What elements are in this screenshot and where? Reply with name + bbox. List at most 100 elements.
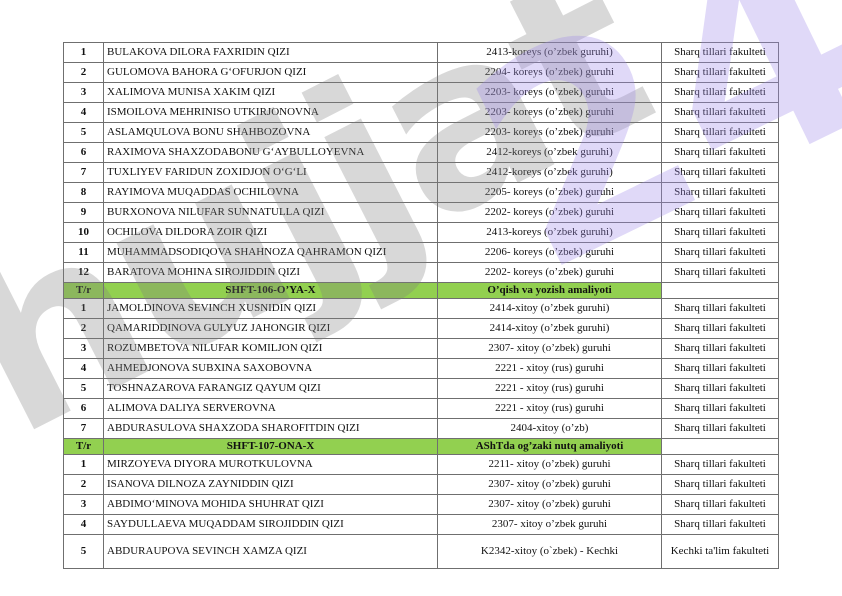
cell-student-name: RAXIMOVA SHAXZODABONU GʻAYBULLOYEVNA — [103, 142, 438, 163]
table-row: 4 SAYDULLAEVA MUQADDAM SIROJIDDIN QIZI 230… — [63, 514, 779, 535]
cell-row-number: 5 — [63, 378, 104, 399]
table-row: 10 OCHILOVA DILDORA ZOIR QIZI 2413-koreys … — [63, 222, 779, 243]
cell-faculty: Sharq tillari fakulteti — [661, 474, 779, 495]
table-row: 5 TOSHNAZAROVA FARANGIZ QAYUM QIZI 2221 - … — [63, 378, 779, 399]
cell-row-number: 8 — [63, 182, 104, 203]
cell-group-code: 2221 - xitoy (rus) guruhi — [437, 358, 662, 379]
cell-faculty: Sharq tillari fakulteti — [661, 62, 779, 83]
cell-faculty: Sharq tillari fakulteti — [661, 122, 779, 143]
cell-row-number: 10 — [63, 222, 104, 243]
cell-group-code: 2307- xitoy (o’zbek) guruhi — [437, 338, 662, 359]
cell-row-number: 5 — [63, 122, 104, 143]
cell-faculty: Sharq tillari fakulteti — [661, 358, 779, 379]
cell-group-code: 2203- koreys (o’zbek) guruhi — [437, 102, 662, 123]
cell-row-number: 3 — [63, 82, 104, 103]
cell-student-name: ROZUMBETOVA NILUFAR KOMILJON QIZI — [103, 338, 438, 359]
cell-student-name: ISANOVA DILNOZA ZAYNIDDIN QIZI — [103, 474, 438, 495]
cell-student-name: MUHAMMADSODIQOVA SHAHNOZA QAHRAMON QIZI — [103, 242, 438, 263]
cell-student-name: RAYIMOVA MUQADDAS OCHILOVNA — [103, 182, 438, 203]
table-row: 3 XALIMOVA MUNISA XAKIM QIZI 2203- koreys … — [63, 82, 779, 103]
cell-student-name: ASLAMQULOVA BONU SHAHBOZOVNA — [103, 122, 438, 143]
table-row: 1 MIRZOYEVA DIYORA MUROTKULOVNA 2211- xito… — [63, 454, 779, 475]
section-header-empty-cell — [661, 282, 779, 299]
table-row: 3 ABDIMOʻMINOVA MOHIDA SHUHRAT QIZI 2307- … — [63, 494, 779, 515]
cell-faculty: Sharq tillari fakulteti — [661, 262, 779, 283]
table-row: 11 MUHAMMADSODIQOVA SHAHNOZA QAHRAMON QIZ… — [63, 242, 779, 263]
section-header-subject: AShTda og’zaki nutq amaliyoti — [437, 438, 662, 455]
table-row: 7 ABDURASULOVA SHAXZODA SHAROFITDIN QIZI 2… — [63, 418, 779, 439]
cell-row-number: 7 — [63, 162, 104, 183]
cell-row-number: 2 — [63, 318, 104, 339]
table-row: 6 RAXIMOVA SHAXZODABONU GʻAYBULLOYEVNA 241… — [63, 142, 779, 163]
cell-row-number: 1 — [63, 298, 104, 319]
section-header-group-code: SHFT-107-ONA-X — [103, 438, 438, 455]
table-row: 12 BARATOVA MOHINA SIROJIDDIN QIZI 2202- k… — [63, 262, 779, 283]
cell-row-number: 11 — [63, 242, 104, 263]
cell-row-number: 12 — [63, 262, 104, 283]
cell-group-code: 2211- xitoy (o’zbek) guruhi — [437, 454, 662, 475]
table-row: 1 BULAKOVA DILORA FAXRIDIN QIZI 2413-korey… — [63, 42, 779, 63]
cell-student-name: JAMOLDINOVA SEVINCH XUSNIDIN QIZI — [103, 298, 438, 319]
cell-row-number: 1 — [63, 42, 104, 63]
cell-student-name: ABDURASULOVA SHAXZODA SHAROFITDIN QIZI — [103, 418, 438, 439]
cell-group-code: 2202- koreys (o’zbek) guruhi — [437, 202, 662, 223]
cell-faculty: Sharq tillari fakulteti — [661, 142, 779, 163]
cell-row-number: 2 — [63, 62, 104, 83]
section-header-row: T/r SHFT-107-ONA-X AShTda og’zaki nutq ama… — [63, 438, 779, 455]
cell-student-name: ABDURAUPOVA SEVINCH XAMZA QIZI — [103, 534, 438, 569]
cell-row-number: 3 — [63, 494, 104, 515]
cell-faculty: Sharq tillari fakulteti — [661, 318, 779, 339]
cell-faculty: Sharq tillari fakulteti — [661, 298, 779, 319]
table-row: 4 ISMOILOVA MEHRINISO UTKIRJONOVNA 2203- k… — [63, 102, 779, 123]
cell-faculty: Sharq tillari fakulteti — [661, 82, 779, 103]
cell-student-name: XALIMOVA MUNISA XAKIM QIZI — [103, 82, 438, 103]
cell-student-name: QAMARIDDINOVA GULYUZ JAHONGIR QIZI — [103, 318, 438, 339]
cell-group-code: 2204- koreys (o’zbek) guruhi — [437, 62, 662, 83]
section-header-tr-label: T/r — [63, 282, 104, 299]
cell-faculty: Sharq tillari fakulteti — [661, 494, 779, 515]
cell-row-number: 4 — [63, 514, 104, 535]
cell-faculty: Sharq tillari fakulteti — [661, 202, 779, 223]
cell-faculty: Sharq tillari fakulteti — [661, 378, 779, 399]
cell-row-number: 5 — [63, 534, 104, 569]
section-header-tr-label: T/r — [63, 438, 104, 455]
section-header-subject: O’qish va yozish amaliyoti — [437, 282, 662, 299]
cell-group-code: 2413-koreys (o’zbek guruhi) — [437, 222, 662, 243]
cell-student-name: ALIMOVA DALIYA SERVEROVNA — [103, 398, 438, 419]
cell-student-name: BULAKOVA DILORA FAXRIDIN QIZI — [103, 42, 438, 63]
cell-group-code: 2404-xitoy (o’zb) — [437, 418, 662, 439]
student-list-table: 1 BULAKOVA DILORA FAXRIDIN QIZI 2413-korey… — [63, 42, 779, 569]
cell-student-name: ISMOILOVA MEHRINISO UTKIRJONOVNA — [103, 102, 438, 123]
table-row: 7 TUXLIYEV FARIDUN ZOXIDJON OʻGʻLI 2412-ko… — [63, 162, 779, 183]
cell-row-number: 6 — [63, 398, 104, 419]
table-row: 2 GULOMOVA BAHORA GʻOFURJON QIZI 2204- kor… — [63, 62, 779, 83]
cell-faculty: Sharq tillari fakulteti — [661, 42, 779, 63]
cell-group-code: 2412-koreys (o’zbek guruhi) — [437, 162, 662, 183]
table-body: 1 BULAKOVA DILORA FAXRIDIN QIZI 2413-korey… — [63, 42, 779, 569]
cell-student-name: TUXLIYEV FARIDUN ZOXIDJON OʻGʻLI — [103, 162, 438, 183]
cell-row-number: 7 — [63, 418, 104, 439]
table-row: 2 ISANOVA DILNOZA ZAYNIDDIN QIZI 2307- xit… — [63, 474, 779, 495]
cell-group-code: 2413-koreys (o’zbek guruhi) — [437, 42, 662, 63]
cell-faculty: Kechki ta'lim fakulteti — [661, 534, 779, 569]
table-row: 5 ABDURAUPOVA SEVINCH XAMZA QIZI K2342-xit… — [63, 534, 779, 569]
table-row: 1 JAMOLDINOVA SEVINCH XUSNIDIN QIZI 2414-x… — [63, 298, 779, 319]
cell-faculty: Sharq tillari fakulteti — [661, 222, 779, 243]
cell-row-number: 4 — [63, 358, 104, 379]
cell-group-code: 2203- koreys (o’zbek) guruhi — [437, 82, 662, 103]
cell-group-code: 2414-xitoy (o’zbek guruhi) — [437, 318, 662, 339]
cell-student-name: OCHILOVA DILDORA ZOIR QIZI — [103, 222, 438, 243]
cell-row-number: 4 — [63, 102, 104, 123]
table-row: 5 ASLAMQULOVA BONU SHAHBOZOVNA 2203- korey… — [63, 122, 779, 143]
cell-group-code: 2206- koreys (o’zbek) guruhi — [437, 242, 662, 263]
cell-group-code: 2414-xitoy (o’zbek guruhi) — [437, 298, 662, 319]
section-header-row: T/r SHFT-106-O’YA-X O’qish va yozish amali… — [63, 282, 779, 299]
cell-group-code: 2205- koreys (o’zbek) guruhi — [437, 182, 662, 203]
cell-student-name: TOSHNAZAROVA FARANGIZ QAYUM QIZI — [103, 378, 438, 399]
cell-faculty: Sharq tillari fakulteti — [661, 102, 779, 123]
cell-student-name: BARATOVA MOHINA SIROJIDDIN QIZI — [103, 262, 438, 283]
cell-student-name: BURXONOVA NILUFAR SUNNATULLA QIZI — [103, 202, 438, 223]
table-row: 4 AHMEDJONOVA SUBXINA SAXOBOVNA 2221 - xit… — [63, 358, 779, 379]
cell-student-name: MIRZOYEVA DIYORA MUROTKULOVNA — [103, 454, 438, 475]
